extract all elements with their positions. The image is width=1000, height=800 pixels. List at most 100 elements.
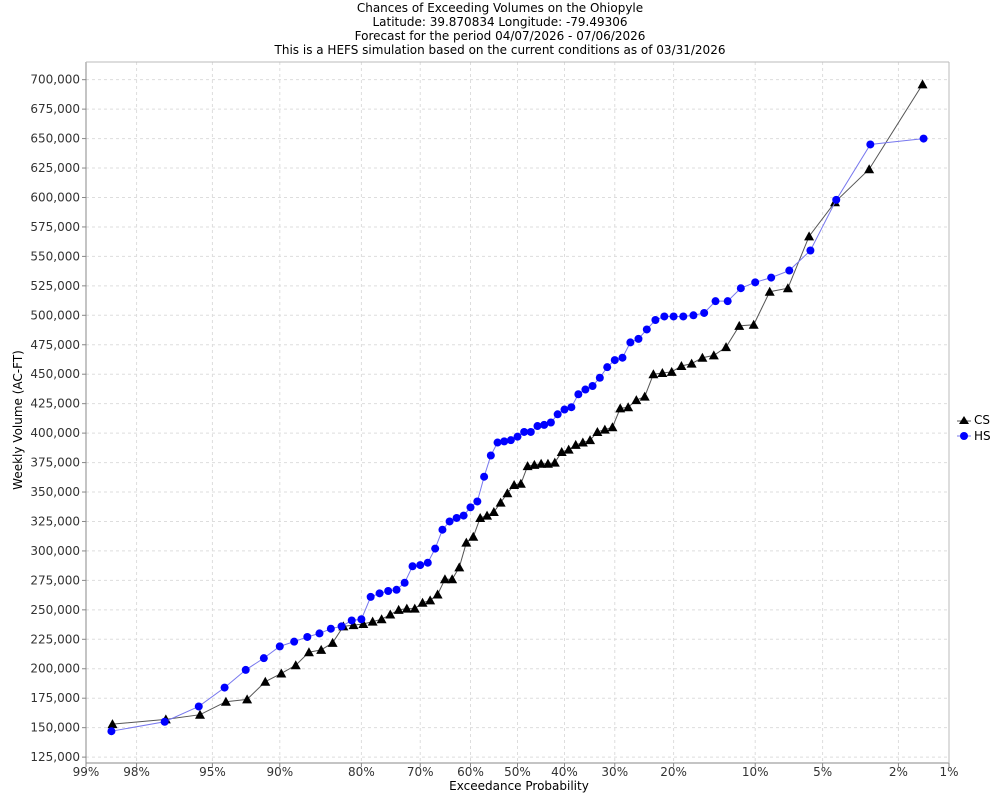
data-point-hs [540, 420, 549, 429]
data-point-cs [290, 660, 301, 670]
data-point-hs [919, 134, 928, 143]
data-point-cs [782, 283, 793, 293]
data-point-cs [495, 497, 506, 507]
data-point-cs [734, 320, 745, 330]
data-point-cs [592, 426, 603, 436]
data-point-cs [585, 435, 596, 445]
data-point-cs [686, 358, 697, 368]
data-point-hs [473, 497, 482, 506]
data-point-hs [634, 334, 643, 343]
y-tick-label: 625,000 [30, 161, 80, 175]
x-tick-label: 95% [199, 765, 226, 779]
x-axis-label: Exceedance Probability [449, 779, 589, 793]
data-point-cs [666, 366, 677, 376]
x-tick-label: 40% [551, 765, 578, 779]
data-point-cs [764, 286, 775, 296]
data-point-hs [626, 338, 635, 347]
data-point-hs [567, 403, 576, 412]
data-point-cs [708, 350, 719, 360]
y-tick-label: 250,000 [30, 603, 80, 617]
series-hs [107, 134, 928, 736]
data-point-hs [438, 525, 447, 534]
data-point-cs [607, 422, 618, 432]
y-tick-label: 700,000 [30, 73, 80, 87]
data-point-cs [195, 709, 206, 719]
x-tick-label: 1% [939, 765, 958, 779]
y-tick-label: 675,000 [30, 102, 80, 116]
y-tick-label: 175,000 [30, 691, 80, 705]
data-point-hs [546, 418, 555, 427]
data-point-cs [536, 458, 547, 468]
data-point-hs [506, 436, 515, 445]
data-point-cs [676, 360, 687, 370]
data-point-hs [679, 312, 688, 321]
data-point-hs [275, 642, 284, 651]
y-tick-label: 450,000 [30, 367, 80, 381]
series-layer [107, 79, 928, 736]
circle-marker-icon [957, 432, 971, 440]
x-tick-label: 5% [813, 765, 832, 779]
data-point-cs [316, 644, 327, 654]
data-point-cs [577, 437, 588, 447]
legend: CS HS [957, 412, 991, 444]
data-point-hs [107, 727, 116, 736]
data-point-hs [315, 629, 324, 638]
data-point-cs [447, 574, 458, 584]
x-tick-label: 30% [601, 765, 628, 779]
data-point-cs [639, 391, 650, 401]
data-point-cs [425, 595, 436, 605]
data-point-hs [866, 140, 875, 149]
data-point-hs [347, 616, 356, 625]
data-point-cs [439, 574, 450, 584]
y-tick-label: 225,000 [30, 632, 80, 646]
data-point-hs [618, 353, 627, 362]
y-tick-label: 375,000 [30, 456, 80, 470]
data-point-hs [337, 622, 346, 631]
chart-subtitle-period: Forecast for the period 04/07/2026 - 07/… [354, 29, 646, 43]
data-point-hs [651, 316, 660, 325]
data-point-hs [431, 544, 440, 553]
data-point-hs [326, 624, 335, 633]
data-point-cs [242, 694, 253, 704]
chart-subtitle-simulation: This is a HEFS simulation based on the c… [274, 43, 726, 57]
data-point-hs [241, 665, 250, 674]
y-tick-label: 600,000 [30, 190, 80, 204]
x-tick-label: 70% [407, 765, 434, 779]
y-tick-label: 550,000 [30, 249, 80, 263]
triangle-marker-icon [957, 416, 971, 424]
legend-item-cs: CS [957, 412, 991, 428]
y-tick-label: 400,000 [30, 426, 80, 440]
y-tick-label: 150,000 [30, 721, 80, 735]
legend-item-hs: HS [957, 428, 991, 444]
data-point-hs [160, 717, 169, 726]
data-point-hs [408, 562, 417, 571]
data-point-hs [423, 558, 432, 567]
chart-subtitle-location: Latitude: 39.870834 Longitude: -79.49306 [372, 15, 628, 29]
data-point-hs [832, 195, 841, 204]
data-point-hs [303, 632, 312, 641]
x-tick-label: 98% [123, 765, 150, 779]
x-tick-label: 99% [73, 765, 100, 779]
data-point-hs [660, 312, 669, 321]
data-point-cs [461, 537, 472, 547]
data-point-hs [452, 513, 461, 522]
data-point-cs [417, 597, 428, 607]
data-point-cs [393, 604, 404, 614]
data-point-hs [785, 266, 794, 275]
data-point-hs [466, 503, 475, 512]
data-point-hs [445, 517, 454, 526]
data-point-hs [357, 615, 366, 624]
data-point-cs [358, 618, 369, 628]
data-point-hs [595, 373, 604, 382]
data-point-hs [392, 585, 401, 594]
data-point-cs [917, 79, 928, 89]
data-point-cs [385, 609, 396, 619]
chart-titles: Chances of Exceeding Volumes on the Ohio… [0, 0, 1000, 57]
legend-label-cs: CS [974, 413, 990, 427]
data-point-hs [669, 312, 678, 321]
data-point-cs [107, 719, 118, 729]
y-tick-label: 200,000 [30, 662, 80, 676]
data-point-cs [348, 620, 359, 630]
y-tick-label: 475,000 [30, 338, 80, 352]
